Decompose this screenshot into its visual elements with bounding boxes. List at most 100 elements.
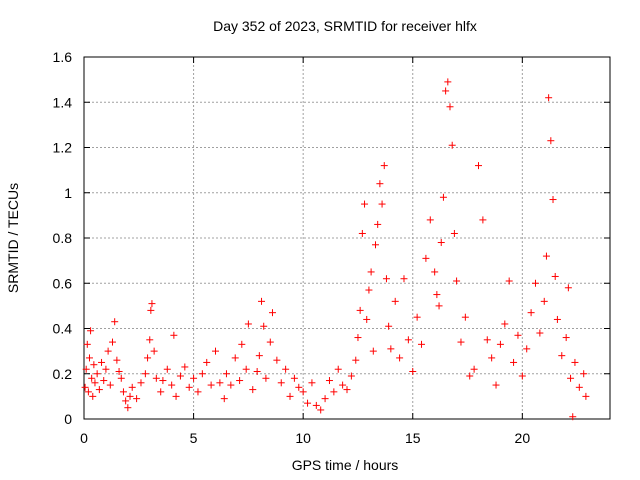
data-point [85,354,93,362]
data-point [258,297,266,305]
data-point [122,397,130,405]
data-point [479,216,487,224]
data-point [404,336,412,344]
data-point [212,347,219,355]
data-point [376,180,384,188]
y-tick-label: 1.6 [53,49,73,65]
data-point [87,327,95,335]
data-point [321,395,329,403]
data-point [483,336,491,344]
data-point [475,162,482,170]
data-point [163,365,171,373]
x-tick-label: 5 [190,430,198,446]
data-point [84,388,92,396]
data-point [542,252,550,260]
data-point [461,313,469,321]
data-point [466,372,474,380]
data-point [545,94,553,102]
data-point [198,370,206,378]
data-point [505,277,513,285]
data-point [558,352,566,360]
data-point [133,395,141,403]
data-point [439,193,447,201]
data-point [141,370,149,378]
data-point [137,379,145,387]
data-point [514,331,522,339]
data-point [181,363,189,371]
data-point [549,196,557,204]
data-point [339,381,347,389]
data-point [81,383,89,391]
data-point [295,383,303,391]
data-point [231,354,239,362]
data-point [385,322,393,330]
data-point [176,372,184,380]
plot-frame [83,56,611,420]
data-point [325,377,333,385]
data-point [308,379,316,387]
data-point [277,379,285,387]
data-point [435,302,443,310]
data-point [82,365,90,373]
data-point [575,383,583,391]
data-point [249,386,257,394]
data-point [382,275,390,283]
y-tick-label: 0.8 [53,230,73,246]
data-point [152,374,160,382]
data-point [496,340,504,348]
data-point [89,392,97,400]
data-point [83,340,91,348]
data-point [144,354,152,362]
data-point [91,379,99,387]
data-point [564,284,572,292]
data-point [442,87,450,95]
data-point [571,358,579,366]
data-point [90,361,98,369]
data-point [334,365,342,373]
data-point [157,388,165,396]
data-point [299,388,307,396]
data-point [378,200,386,208]
data-point [124,404,132,412]
data-point [562,334,570,342]
data-point [170,331,178,339]
data-point [330,388,338,396]
x-axis-label: GPS time / hours [292,457,399,473]
data-point [108,338,116,346]
data-point [343,386,351,394]
data-point [547,137,555,145]
data-point [104,347,112,355]
data-point [433,291,441,299]
data-point [363,315,371,323]
data-point [128,383,136,391]
data-point [238,340,246,348]
y-tick-label: 0.4 [53,321,73,337]
data-point [551,272,559,280]
data-point [126,392,134,400]
data-point [100,377,108,385]
data-point [523,345,531,353]
data-point [409,367,417,375]
data-point [371,241,379,249]
data-point [437,239,445,247]
data-point [244,320,252,328]
data-point [446,103,454,111]
data-point [113,356,121,364]
y-tick-label: 0.6 [53,275,73,291]
data-point [400,275,408,283]
data-point [273,356,281,364]
data-point [98,358,106,366]
data-point [354,334,362,342]
data-point [95,386,103,394]
data-point [194,388,202,396]
y-tick-labels: 0 0.2 0.4 0.6 0.8 1 1.2 1.4 1.6 [53,49,73,427]
data-point [150,347,158,355]
data-point [260,322,268,330]
data-point [268,309,276,317]
data-point [317,406,325,414]
data-point [444,78,452,86]
data-point [216,379,224,387]
data-point [304,399,312,407]
data-point [391,297,399,305]
data-point [361,200,369,208]
